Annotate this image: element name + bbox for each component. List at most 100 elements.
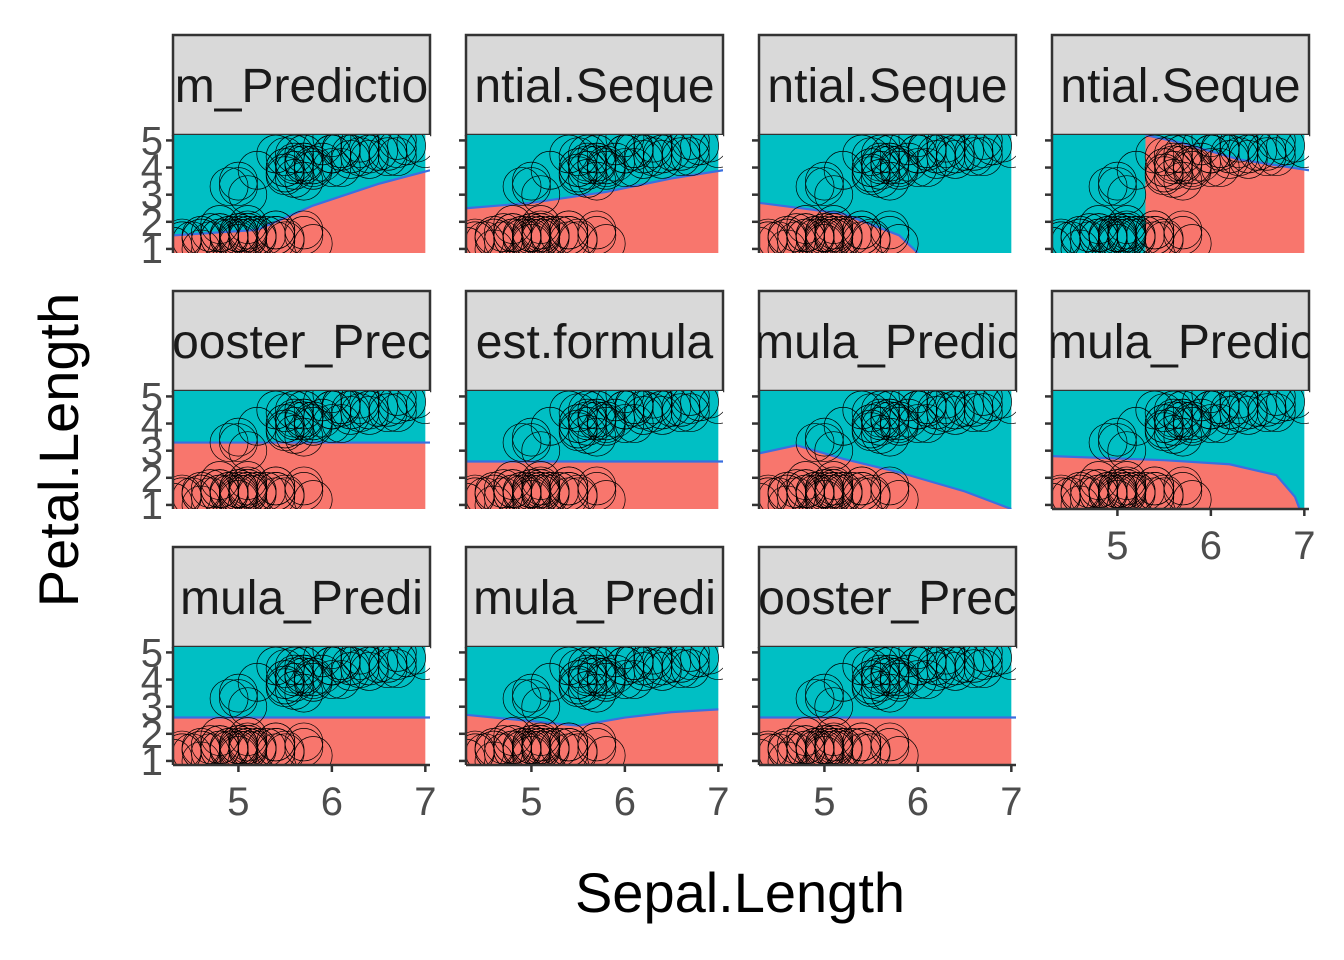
- data-point: [670, 391, 710, 424]
- y-tick-label: 2: [141, 201, 163, 245]
- data-point: [256, 210, 296, 250]
- data-point: [767, 218, 807, 253]
- data-point: [312, 391, 352, 430]
- data-point: [558, 668, 598, 708]
- y-tick-label: 4: [141, 659, 163, 703]
- x-tick-label: 6: [907, 780, 929, 824]
- data-point: [624, 652, 663, 691]
- data-point: [870, 728, 910, 765]
- data-point: [814, 687, 854, 727]
- data-point: [917, 396, 956, 435]
- facet-strip: [757, 289, 1018, 393]
- data-point: [652, 391, 691, 427]
- data-point: [219, 417, 258, 457]
- data-point: [833, 472, 872, 509]
- data-point: [963, 135, 1003, 168]
- data-point: [614, 647, 654, 683]
- data-point: [181, 474, 221, 509]
- data-point: [1088, 167, 1128, 206]
- data-point: [1052, 482, 1072, 509]
- data-point: [521, 717, 561, 756]
- data-point: [670, 647, 710, 672]
- data-point: [191, 725, 230, 765]
- data-point: [173, 482, 193, 509]
- data-point: [209, 218, 249, 253]
- data-point: [759, 477, 788, 509]
- data-point: [377, 135, 417, 168]
- data-point: [614, 391, 654, 427]
- data-point: [321, 391, 361, 427]
- data-point: [833, 216, 872, 253]
- data-point: [284, 728, 324, 765]
- data-point: [368, 647, 408, 683]
- data-point: [795, 218, 835, 253]
- data-point: [209, 167, 249, 206]
- data-point: [466, 221, 495, 253]
- data-point: [265, 404, 305, 443]
- data-point: [368, 391, 408, 427]
- decision-boundary-line: [466, 708, 719, 727]
- data-point: [493, 218, 533, 253]
- data-point: [284, 145, 324, 185]
- x-tick-label: 6: [614, 780, 636, 824]
- facet-strip-label: ooster_Prec: [172, 316, 431, 369]
- data-point: [577, 145, 617, 185]
- data-point: [293, 224, 333, 253]
- data-point: [228, 431, 268, 471]
- data-point: [786, 730, 826, 765]
- data-point: [284, 472, 324, 509]
- data-point: [1098, 423, 1137, 462]
- data-point: [1060, 474, 1100, 509]
- data-point: [805, 474, 844, 509]
- data-point: [851, 660, 891, 699]
- data-point: [814, 205, 854, 244]
- data-point: [786, 474, 826, 509]
- data-point: [512, 417, 551, 457]
- data-point: [991, 135, 1016, 168]
- data-point: [359, 647, 398, 683]
- data-point: [512, 423, 551, 462]
- data-point: [1088, 218, 1128, 253]
- y-tick-label: 5: [141, 631, 163, 675]
- data-point: [265, 148, 305, 187]
- data-point: [256, 722, 296, 762]
- data-point: [209, 474, 249, 509]
- data-point: [228, 461, 268, 500]
- data-point: [521, 431, 561, 471]
- data-point: [1256, 391, 1296, 424]
- data-point: [181, 218, 221, 253]
- data-point: [377, 391, 417, 424]
- data-point: [191, 213, 230, 253]
- facet-strip: [464, 289, 725, 393]
- data-point: [1247, 391, 1287, 427]
- data-point: [670, 135, 710, 160]
- data-point: [963, 391, 1003, 416]
- data-point: [870, 472, 910, 509]
- data-point: [670, 393, 710, 433]
- data-point: [181, 730, 221, 765]
- data-point: [558, 393, 598, 433]
- data-point: [1284, 391, 1309, 424]
- data-point: [879, 736, 919, 765]
- y-tick-label: 2: [141, 457, 163, 501]
- data-point: [907, 647, 947, 683]
- data-point: [1098, 474, 1137, 509]
- data-point: [312, 647, 352, 686]
- y-tick-label: 3: [141, 174, 163, 218]
- data-point: [1079, 218, 1119, 253]
- facet-strip-label: est.formula: [476, 316, 714, 369]
- data-point: [954, 391, 994, 427]
- data-point: [907, 135, 947, 171]
- data-point: [954, 135, 994, 171]
- data-point: [284, 657, 324, 697]
- data-point: [331, 652, 370, 691]
- data-point: [870, 657, 910, 697]
- region-gap: [1011, 135, 1016, 253]
- facet-strip-label: mula_Predic: [754, 316, 1021, 369]
- data-point: [1070, 469, 1109, 509]
- region-gap: [718, 647, 723, 765]
- x-tick-label: 5: [520, 780, 542, 824]
- facet-strip-label: m_Predictio: [175, 60, 428, 113]
- facet-panel: ooster_Prec: [757, 545, 1018, 765]
